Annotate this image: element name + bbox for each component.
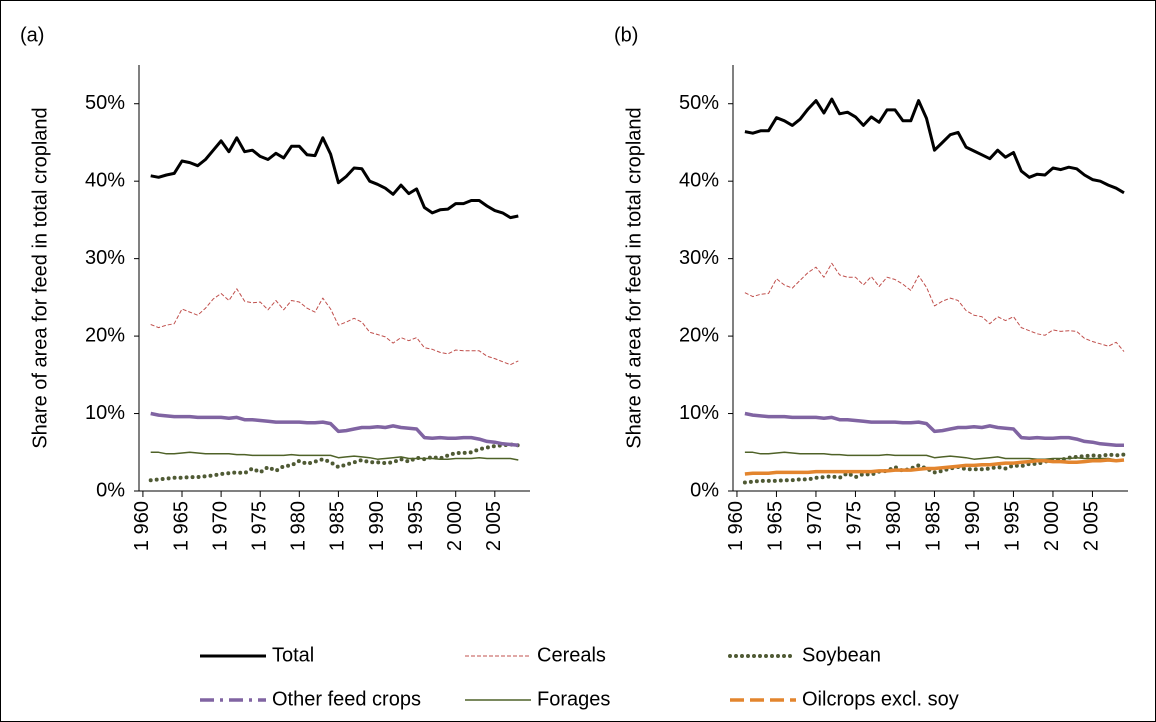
series-line bbox=[150, 451, 519, 461]
panel-label: (b) bbox=[614, 24, 638, 46]
x-tick-label: 1 995 bbox=[405, 501, 427, 551]
series-line bbox=[744, 411, 1124, 448]
x-tick-label: 1 985 bbox=[327, 501, 349, 551]
x-tick-label: 1 960 bbox=[131, 501, 153, 551]
series-line bbox=[150, 288, 519, 366]
x-tick-label: 1 970 bbox=[209, 501, 231, 551]
y-tick-label: 20% bbox=[85, 324, 125, 346]
x-tick-label: 1 990 bbox=[366, 501, 388, 551]
y-axis-label: Share of area for feed in total cropland bbox=[29, 107, 51, 448]
y-tick-label: 10% bbox=[679, 402, 719, 424]
x-tick-label: 2 000 bbox=[444, 501, 466, 551]
series-line bbox=[744, 458, 1125, 476]
legend-label: Oilcrops excl. soy bbox=[802, 688, 959, 710]
panel-label: (a) bbox=[20, 24, 44, 46]
y-tick-label: 10% bbox=[85, 402, 125, 424]
x-tick-label: 1 975 bbox=[248, 501, 270, 551]
y-tick-label: 40% bbox=[679, 169, 719, 191]
x-tick-label: 2 005 bbox=[483, 501, 505, 551]
x-tick-label: 1 990 bbox=[962, 501, 984, 551]
series-line bbox=[744, 262, 1125, 352]
x-tick-label: 1 960 bbox=[725, 501, 747, 551]
series-line bbox=[742, 452, 1126, 485]
x-tick-label: 1 975 bbox=[844, 501, 866, 551]
x-tick-label: 1 980 bbox=[288, 501, 310, 551]
series-line bbox=[148, 442, 521, 483]
y-tick-label: 0% bbox=[690, 479, 719, 501]
x-tick-label: 2 000 bbox=[1041, 501, 1063, 551]
series-line bbox=[744, 97, 1125, 195]
legend-label: Total bbox=[272, 644, 314, 666]
x-tick-label: 2 005 bbox=[1081, 501, 1103, 551]
series-line bbox=[744, 451, 1124, 461]
x-tick-label: 1 965 bbox=[170, 501, 192, 551]
legend-label: Soybean bbox=[802, 644, 881, 666]
series-line bbox=[150, 136, 519, 220]
x-tick-label: 1 965 bbox=[765, 501, 787, 551]
legend-label: Cereals bbox=[537, 644, 606, 666]
y-tick-label: 0% bbox=[96, 479, 125, 501]
series-line bbox=[150, 411, 519, 448]
x-tick-label: 1 985 bbox=[923, 501, 945, 551]
y-tick-label: 50% bbox=[85, 92, 125, 114]
y-tick-label: 30% bbox=[679, 247, 719, 269]
legend-label: Other feed crops bbox=[272, 688, 421, 710]
legend-label: Forages bbox=[537, 688, 610, 710]
x-tick-label: 1 970 bbox=[804, 501, 826, 551]
x-tick-label: 1 980 bbox=[883, 501, 905, 551]
y-axis-label: Share of area for feed in total cropland bbox=[623, 107, 645, 448]
y-tick-label: 20% bbox=[679, 324, 719, 346]
y-tick-label: 30% bbox=[85, 247, 125, 269]
y-tick-label: 50% bbox=[679, 92, 719, 114]
x-tick-label: 1 995 bbox=[1002, 501, 1024, 551]
y-tick-label: 40% bbox=[85, 169, 125, 191]
